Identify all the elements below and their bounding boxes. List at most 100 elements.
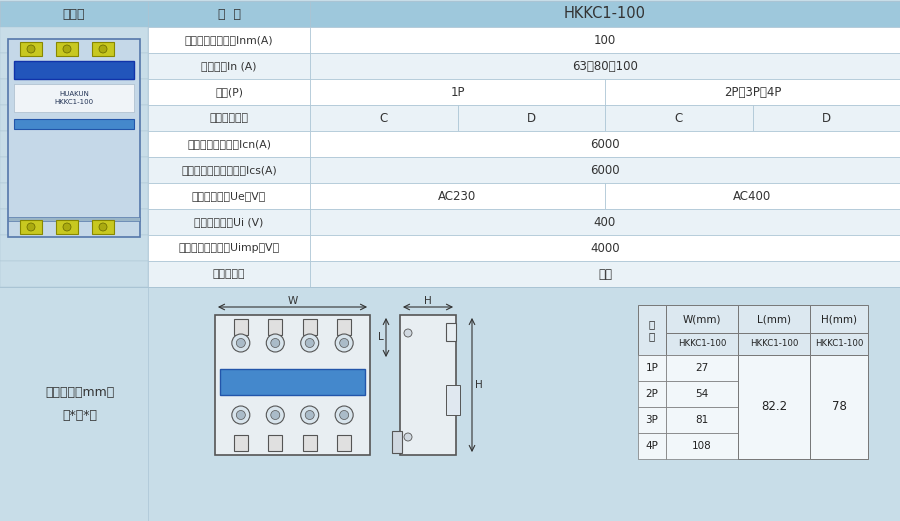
Bar bbox=[148, 105, 310, 131]
Text: 1P: 1P bbox=[645, 363, 659, 373]
Bar bbox=[738, 381, 810, 407]
Circle shape bbox=[404, 329, 412, 337]
Bar bbox=[220, 369, 365, 395]
Text: 4000: 4000 bbox=[590, 242, 620, 254]
Text: 4P: 4P bbox=[645, 441, 659, 451]
Text: 100: 100 bbox=[594, 33, 616, 46]
Text: 78: 78 bbox=[832, 401, 846, 414]
Text: HKKC1-100: HKKC1-100 bbox=[750, 340, 798, 349]
Bar bbox=[0, 79, 148, 105]
Bar bbox=[310, 1, 900, 27]
Bar bbox=[738, 333, 810, 355]
Bar bbox=[0, 1, 148, 27]
Bar bbox=[810, 355, 868, 381]
Bar bbox=[310, 157, 900, 183]
Text: 额定冲击耐受电压Uimp（V）: 额定冲击耐受电压Uimp（V） bbox=[178, 243, 280, 253]
Bar bbox=[605, 79, 900, 105]
Text: 2P、3P、4P: 2P、3P、4P bbox=[724, 85, 781, 98]
Bar bbox=[56, 220, 78, 234]
Text: HKKC1-100: HKKC1-100 bbox=[678, 340, 726, 349]
Circle shape bbox=[63, 223, 71, 231]
Bar bbox=[8, 217, 140, 221]
Text: C: C bbox=[675, 111, 683, 125]
Bar bbox=[148, 209, 310, 235]
Bar bbox=[14, 61, 134, 79]
Text: 54: 54 bbox=[696, 389, 708, 399]
Bar bbox=[605, 105, 752, 131]
Bar bbox=[638, 407, 666, 433]
Bar bbox=[0, 287, 900, 521]
Circle shape bbox=[339, 411, 348, 419]
Bar bbox=[666, 433, 738, 459]
Bar bbox=[310, 235, 900, 261]
Circle shape bbox=[301, 334, 319, 352]
Text: 额定电流In (A): 额定电流In (A) bbox=[202, 61, 256, 71]
Text: 隔离适用性: 隔离适用性 bbox=[212, 269, 245, 279]
Circle shape bbox=[237, 411, 246, 419]
Bar bbox=[738, 433, 810, 459]
Bar bbox=[338, 435, 351, 451]
Bar bbox=[400, 315, 456, 455]
Bar bbox=[0, 235, 148, 261]
Text: HUAKUN
HKKC1-100: HUAKUN HKKC1-100 bbox=[54, 92, 94, 105]
Text: 6000: 6000 bbox=[590, 138, 620, 151]
Bar bbox=[14, 119, 134, 129]
Text: 3P: 3P bbox=[645, 415, 659, 425]
Circle shape bbox=[232, 334, 250, 352]
Bar bbox=[92, 220, 114, 234]
Text: 63、80、100: 63、80、100 bbox=[572, 59, 638, 72]
Bar bbox=[148, 131, 310, 157]
Circle shape bbox=[27, 45, 35, 53]
Bar bbox=[234, 319, 248, 335]
Bar bbox=[666, 355, 738, 381]
Text: D: D bbox=[526, 111, 536, 125]
Text: 1P: 1P bbox=[450, 85, 464, 98]
Bar bbox=[666, 305, 738, 333]
Bar bbox=[446, 385, 460, 415]
Bar bbox=[310, 27, 900, 53]
Circle shape bbox=[99, 223, 107, 231]
Bar bbox=[148, 157, 310, 183]
Bar bbox=[148, 27, 310, 53]
Bar bbox=[268, 435, 283, 451]
Text: 27: 27 bbox=[696, 363, 708, 373]
Bar bbox=[268, 319, 283, 335]
Circle shape bbox=[305, 411, 314, 419]
Text: 极
数: 极 数 bbox=[649, 319, 655, 341]
Bar bbox=[0, 53, 148, 79]
Bar bbox=[310, 53, 900, 79]
Text: L(mm): L(mm) bbox=[757, 314, 791, 324]
Text: H: H bbox=[475, 380, 482, 390]
Circle shape bbox=[335, 334, 353, 352]
Text: L: L bbox=[378, 332, 384, 342]
Bar bbox=[148, 261, 310, 287]
Text: 壳架等级额定电流Inm(A): 壳架等级额定电流Inm(A) bbox=[184, 35, 274, 45]
Bar bbox=[148, 183, 310, 209]
Bar bbox=[666, 407, 738, 433]
Bar bbox=[752, 105, 900, 131]
Bar bbox=[148, 235, 310, 261]
Bar bbox=[738, 407, 810, 433]
Bar bbox=[810, 407, 868, 433]
Text: 外形尺寸（mm）
长*宽*高: 外形尺寸（mm） 长*宽*高 bbox=[45, 386, 114, 422]
Text: HKKC1-100: HKKC1-100 bbox=[814, 340, 863, 349]
Text: 额定工作电压Ue（V）: 额定工作电压Ue（V） bbox=[192, 191, 266, 201]
Text: 隔离: 隔离 bbox=[598, 267, 612, 280]
Text: 瞬时脱扣类型: 瞬时脱扣类型 bbox=[210, 113, 248, 123]
Bar bbox=[20, 42, 42, 56]
Text: 极数(P): 极数(P) bbox=[215, 87, 243, 97]
Bar bbox=[638, 381, 666, 407]
Text: H(mm): H(mm) bbox=[821, 314, 857, 324]
Circle shape bbox=[339, 339, 348, 348]
Bar bbox=[810, 433, 868, 459]
Bar bbox=[638, 305, 666, 355]
Bar bbox=[446, 323, 456, 341]
Bar bbox=[310, 105, 457, 131]
Bar bbox=[605, 183, 900, 209]
Bar bbox=[56, 42, 78, 56]
Text: HKKC1-100: HKKC1-100 bbox=[564, 6, 646, 21]
Text: 2P: 2P bbox=[645, 389, 659, 399]
Bar bbox=[738, 355, 810, 459]
Circle shape bbox=[63, 45, 71, 53]
Bar bbox=[810, 355, 868, 459]
